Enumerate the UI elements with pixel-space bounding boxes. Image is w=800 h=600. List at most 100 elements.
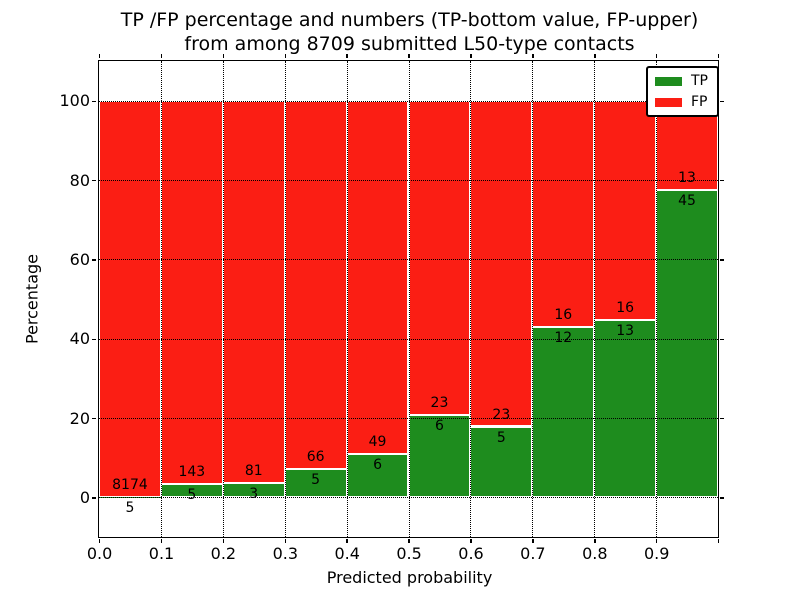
y-tick-mark [720,338,725,341]
x-tick-mark [160,539,163,544]
fp-bar-segment [532,100,595,328]
fp-count-label: 143 [178,463,206,480]
tp-count-label: 5 [496,429,506,446]
tp-bar-segment [408,415,471,498]
x-tick-label: 0.2 [210,544,237,563]
fp-count-label: 16 [554,307,573,324]
vertical-gridline [160,61,162,537]
vertical-gridline [408,61,410,537]
fp-bar-segment [284,100,347,470]
x-tick-mark [222,539,225,544]
x-tick-mark [532,539,534,544]
y-tick-mark [92,100,97,103]
tp-count-label: 12 [554,330,573,347]
fp-bar-segment [408,100,471,416]
vertical-gridline [346,61,348,537]
tp-bar-segment [222,483,285,498]
fp-legend-swatch [655,97,682,107]
tp-legend-swatch [655,76,682,86]
x-tick-mark [98,54,101,59]
fp-bar-segment [99,100,161,498]
x-tick-label: 0.7 [520,544,546,563]
x-tick-mark [594,54,596,59]
vertical-gridline [222,61,224,537]
y-tick-mark [92,497,97,499]
x-tick-mark [717,54,720,59]
fp-bar-segment [594,100,657,320]
x-tick-label: 0.4 [334,544,360,563]
chart-title-line2: from among 8709 submitted L50-type conta… [184,33,635,55]
fp-count-label: 66 [306,449,325,466]
fp-bar-segment [346,100,409,455]
tp-bar-segment [160,483,223,498]
y-tick-label: 20 [69,408,90,428]
y-tick-mark [720,179,725,182]
legend-row: TP [655,73,708,89]
x-tick-label: 0.9 [643,544,670,563]
y-tick-mark [720,259,725,261]
x-tick-label: 0.5 [396,544,422,563]
fp-count-label: 8174 [112,477,148,494]
x-tick-mark [222,54,225,59]
x-tick-mark [655,54,658,59]
x-tick-mark [470,539,472,544]
x-tick-label: 0.3 [272,544,299,563]
legend: TP FP [646,66,719,117]
y-tick-mark [720,100,725,103]
x-tick-mark [284,539,287,544]
plot-area: 8174 5 143 5 81 3 66 5 49 6 23 6 23 5 16 12 16 13 13 45 [98,60,719,538]
x-tick-mark [408,54,410,59]
tp-bar-segment [656,189,718,498]
tp-bar-segment [470,426,533,498]
x-tick-label: 0.8 [582,544,608,563]
fp-count-label: 23 [492,406,511,423]
tp-count-label: 3 [249,486,259,503]
tp-bar-segment [284,469,347,498]
tp-count-label: 6 [434,418,444,435]
x-tick-label: 0.0 [86,544,113,563]
y-tick-label: 100 [59,91,90,111]
tp-count-label: 5 [125,500,135,517]
y-tick-mark [92,417,97,420]
x-tick-mark [408,539,410,544]
chart-title: TP /FP percentage and numbers (TP-bottom… [98,8,721,56]
fp-count-label: 13 [678,169,696,186]
tp-count-label: 45 [678,192,696,209]
tp-bar-segment [346,454,409,498]
y-tick-label: 0 [79,487,90,507]
x-tick-label: 0.1 [148,544,175,563]
y-tick-mark [92,338,97,341]
x-tick-mark [160,54,163,59]
vertical-gridline [284,61,286,537]
x-axis-label: Predicted probability [326,568,493,587]
fp-bar-segment [470,100,533,427]
x-tick-mark [470,54,472,59]
vertical-gridline [656,61,658,537]
x-tick-mark [346,54,348,59]
tp-count-label: 6 [373,457,382,474]
legend-label: TP [691,73,708,89]
x-tick-mark [284,54,287,59]
tp-count-label: 5 [187,486,197,503]
y-tick-label: 40 [69,329,90,349]
x-tick-mark [98,539,101,544]
y-tick-mark [720,417,725,420]
fp-bar-segment [160,100,223,484]
y-tick-label: 60 [69,249,90,269]
vertical-gridline [532,61,534,537]
fp-bar-segment [222,100,285,484]
x-tick-mark [346,539,348,544]
x-tick-label: 0.6 [458,544,484,563]
vertical-gridline [470,61,472,537]
fp-count-label: 49 [368,434,387,451]
y-tick-mark [92,179,97,182]
x-tick-mark [594,539,596,544]
chart-title-line1: TP /FP percentage and numbers (TP-bottom… [120,9,699,31]
legend-label: FP [691,94,708,110]
tp-count-label: 5 [311,472,321,489]
y-tick-mark [92,259,97,261]
x-tick-mark [655,539,658,544]
fp-count-label: 81 [244,463,263,480]
x-tick-mark [717,539,720,544]
